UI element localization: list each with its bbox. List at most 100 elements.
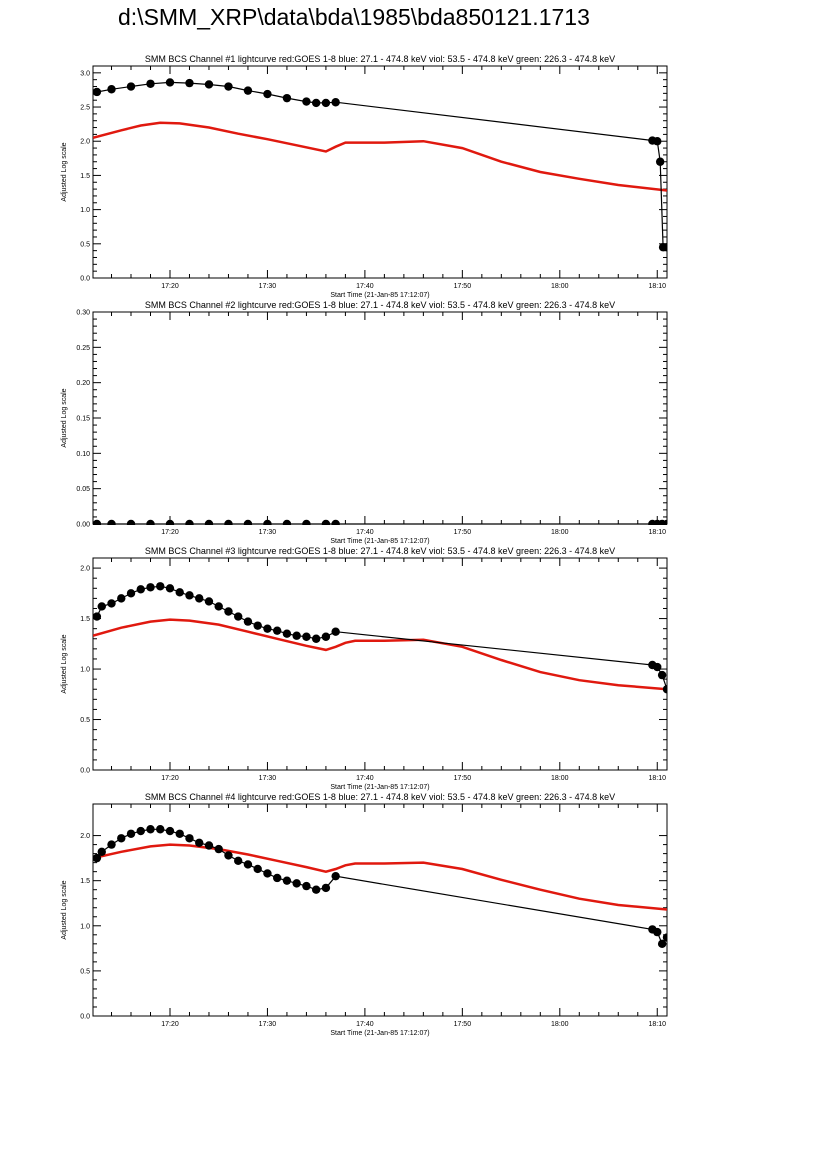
data-point — [107, 599, 116, 608]
x-tick-label: 17:30 — [259, 775, 277, 782]
data-point — [204, 841, 214, 850]
data-point — [126, 829, 136, 838]
x-tick-label: 17:30 — [259, 283, 277, 290]
x-tick-label: 18:10 — [648, 1021, 666, 1028]
data-point — [263, 519, 272, 525]
data-point — [302, 632, 311, 641]
x-tick-label: 17:20 — [161, 775, 179, 782]
data-point — [136, 826, 145, 836]
y-tick-label: 2.5 — [80, 105, 90, 112]
x-tick-label: 17:40 — [356, 283, 374, 290]
data-point — [321, 98, 331, 108]
data-point — [165, 584, 175, 593]
data-point — [93, 87, 102, 97]
y-tick-label: 0.0 — [80, 1014, 90, 1021]
data-point — [146, 519, 155, 525]
data-point — [662, 519, 667, 525]
y-tick-label: 0.00 — [76, 522, 90, 529]
data-point — [195, 838, 204, 847]
data-point — [653, 662, 662, 672]
data-point — [146, 825, 155, 834]
data-point — [224, 519, 233, 525]
y-tick-label: 0.05 — [76, 486, 90, 493]
plot-frame — [92, 803, 668, 1017]
series-bcs — [93, 825, 667, 949]
data-point — [126, 589, 136, 598]
data-point — [185, 519, 194, 525]
data-point — [272, 626, 282, 635]
y-tick-label: 1.5 — [80, 616, 90, 623]
x-tick-label: 18:10 — [648, 775, 666, 782]
series-bcs — [93, 78, 667, 252]
data-point — [146, 79, 155, 88]
data-point — [253, 864, 262, 874]
data-point — [93, 612, 102, 621]
data-point — [234, 856, 243, 866]
y-tick-label: 0.20 — [76, 380, 90, 387]
data-point — [136, 585, 145, 594]
page-title: d:\SMM_XRP\data\bda\1985\bda850121.1713 — [118, 4, 590, 30]
data-point — [662, 933, 667, 942]
data-point — [302, 97, 311, 106]
y-tick-label: 0.25 — [76, 345, 90, 352]
data-point — [263, 89, 272, 99]
x-tick-label: 17:50 — [454, 529, 472, 536]
series-line — [93, 618, 667, 691]
data-point — [331, 627, 340, 636]
data-point — [331, 519, 340, 525]
series-line — [96, 828, 667, 945]
data-point — [292, 879, 301, 888]
data-point — [311, 98, 321, 108]
y-axis-label: Adjusted Log scale — [61, 388, 68, 447]
data-point — [195, 594, 204, 603]
data-point — [272, 873, 282, 883]
data-point — [282, 93, 292, 103]
data-point — [657, 670, 667, 680]
y-tick-label: 0.0 — [80, 276, 90, 283]
data-point — [657, 939, 667, 949]
data-point — [185, 834, 194, 843]
x-axis-label: Start Time (21-Jan-85 17:12:07) — [330, 292, 429, 299]
x-tick-label: 17:20 — [161, 529, 179, 536]
data-point — [243, 860, 253, 869]
x-tick-label: 18:00 — [551, 283, 569, 290]
x-tick-label: 17:50 — [454, 1021, 472, 1028]
data-point — [97, 847, 106, 857]
data-point — [243, 86, 253, 95]
x-tick-label: 18:00 — [551, 529, 569, 536]
y-tick-label: 1.0 — [80, 207, 90, 214]
series-line — [93, 121, 667, 192]
series-bcs — [93, 519, 667, 525]
data-point — [282, 876, 292, 885]
series-goes — [93, 618, 667, 691]
data-point — [175, 829, 184, 838]
data-point — [234, 612, 243, 621]
series-bcs — [93, 582, 667, 694]
y-axis-label: Adjusted Log scale — [61, 142, 68, 201]
x-tick-label: 17:40 — [356, 775, 374, 782]
data-point — [224, 607, 233, 616]
data-point — [311, 634, 321, 643]
y-tick-label: 1.5 — [80, 878, 90, 885]
x-axis-label: Start Time (21-Jan-85 17:12:07) — [330, 1030, 429, 1037]
chart-title: SMM BCS Channel #4 lightcurve red:GOES 1… — [145, 792, 615, 802]
data-point — [243, 519, 253, 525]
x-tick-label: 18:10 — [648, 283, 666, 290]
x-axis-label: Start Time (21-Jan-85 17:12:07) — [330, 538, 429, 545]
data-point — [93, 519, 102, 525]
y-tick-label: 2.0 — [80, 833, 90, 840]
chart-panel-1: SMM BCS Channel #1 lightcurve red:GOES 1… — [61, 54, 668, 299]
y-tick-label: 1.0 — [80, 667, 90, 674]
series-line — [93, 843, 667, 911]
series-line — [96, 81, 667, 248]
x-tick-label: 17:20 — [161, 283, 179, 290]
data-point — [185, 78, 194, 88]
chart-title: SMM BCS Channel #2 lightcurve red:GOES 1… — [145, 300, 615, 310]
data-point — [282, 519, 292, 525]
x-tick-label: 18:00 — [551, 775, 569, 782]
data-point — [331, 871, 340, 881]
data-point — [156, 825, 165, 834]
data-point — [321, 883, 331, 893]
chart-title: SMM BCS Channel #1 lightcurve red:GOES 1… — [145, 54, 615, 64]
x-tick-label: 17:40 — [356, 529, 374, 536]
